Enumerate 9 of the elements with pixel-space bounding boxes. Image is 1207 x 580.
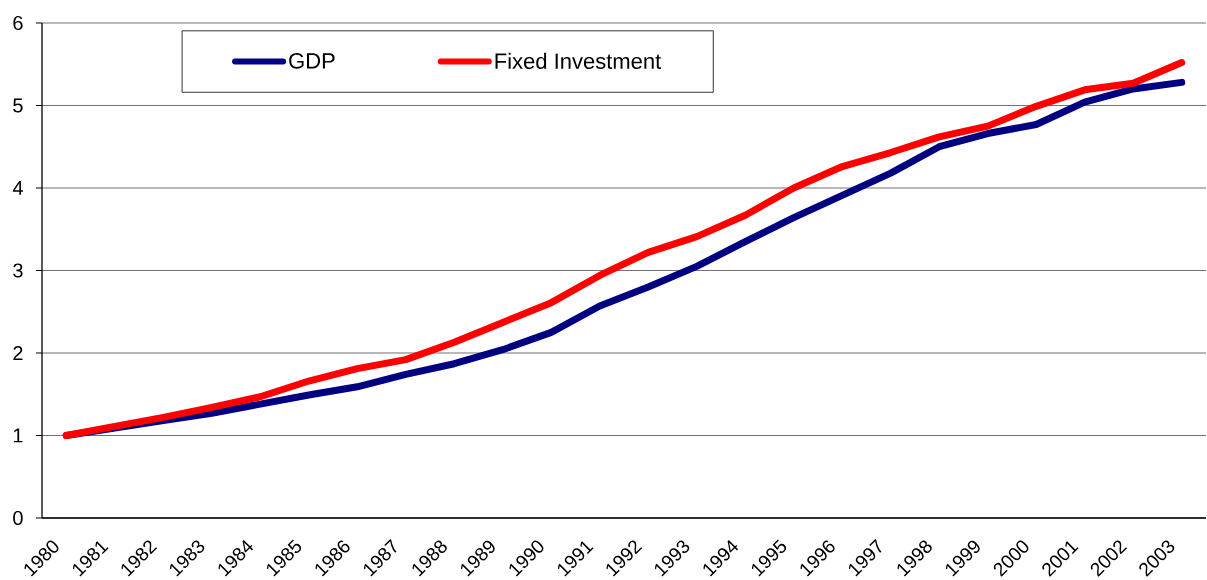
y-tick-label: 6 bbox=[13, 15, 23, 31]
y-tick-label: 3 bbox=[13, 263, 23, 278]
y-tick-label: 2 bbox=[13, 346, 23, 360]
y-tick-label: 5 bbox=[13, 98, 23, 113]
y-tick-label: 4 bbox=[12, 181, 23, 195]
legend-label: GDP bbox=[289, 53, 335, 69]
y-tick-label: 1 bbox=[13, 428, 23, 443]
y-tick-label: 0 bbox=[13, 510, 23, 526]
legend-label: Fixed Investment bbox=[495, 52, 662, 69]
